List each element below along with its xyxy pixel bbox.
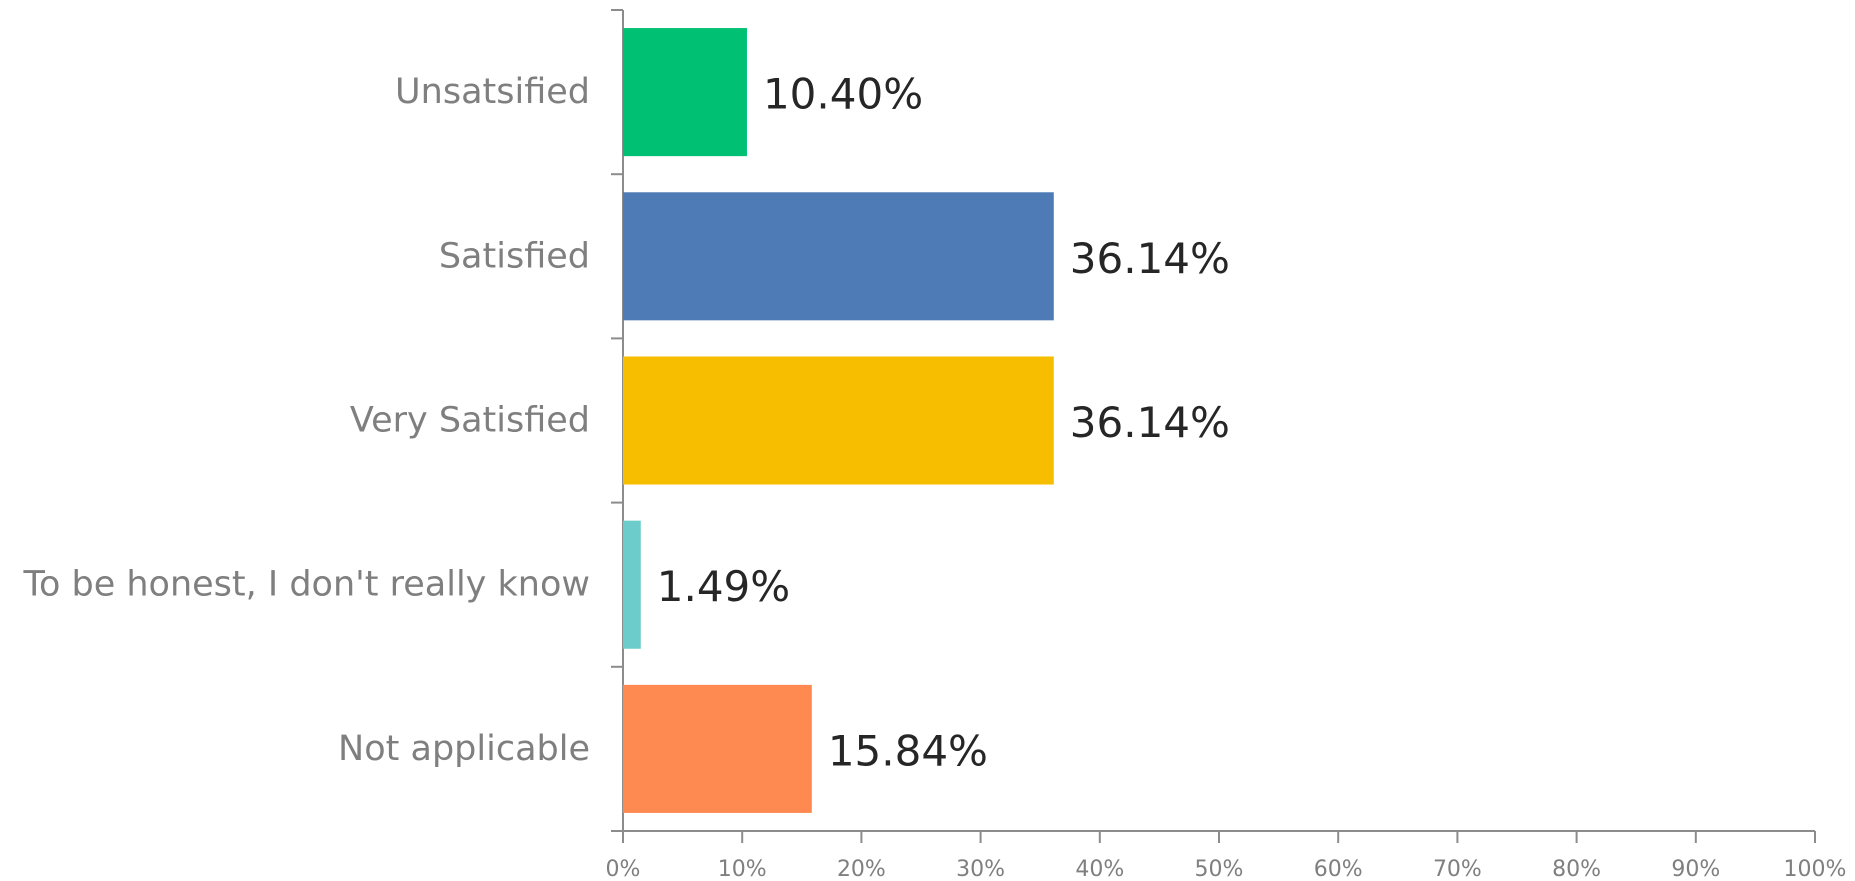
x-tick-label: 40% [1075,857,1124,881]
x-tick-label: 90% [1671,857,1720,881]
x-tick-label: 80% [1552,857,1601,881]
data-label: 10.40% [763,70,923,119]
x-tick-label: 0% [606,857,641,881]
bars [623,28,1054,813]
y-axis-ticks [611,9,623,832]
x-tick-label: 70% [1433,857,1482,881]
plot-area: Unsatsified Satisfied Very Satisfied To be … [23,9,1847,881]
category-label: Not applicable [338,729,590,769]
data-label: 1.49% [657,562,790,611]
x-tick-label: 30% [956,857,1005,881]
data-label: 15.84% [828,726,988,775]
category-labels: Unsatsified Satisfied Very Satisfied To be … [23,72,590,769]
x-tick-label: 60% [1314,857,1363,881]
x-tick-label: 100% [1784,857,1847,881]
x-tick-label: 10% [718,857,767,881]
category-label: Unsatsified [395,72,590,112]
x-tick-labels: 0% 10% 20% 30% 40% 50% 60% 70% 80% 90% 100% [606,857,1847,881]
category-label: To be honest, I don't really know [23,565,590,605]
data-labels: 10.40% 36.14% 36.14% 1.49% 15.84% [657,70,1230,776]
bar [623,192,1054,321]
bar [623,356,1054,485]
x-tick-label: 20% [837,857,886,881]
bar [623,28,747,157]
x-axis-ticks [622,831,1816,843]
category-label: Very Satisfied [350,401,590,441]
data-label: 36.14% [1070,234,1230,283]
bar [623,520,641,649]
x-tick-label: 50% [1195,857,1244,881]
category-label: Satisfied [439,236,590,276]
bar [623,684,812,813]
data-label: 36.14% [1070,398,1230,447]
